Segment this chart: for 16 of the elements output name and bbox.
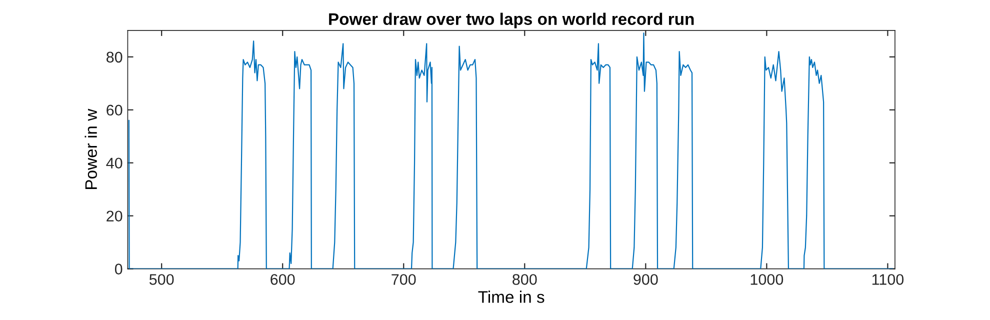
x-tick-label: 700	[392, 274, 416, 285]
y-tick-label: 80	[106, 52, 122, 63]
y-tick-label: 20	[106, 210, 122, 222]
x-tick-label: 500	[149, 274, 174, 285]
x-axis-title: Time in s	[478, 290, 544, 303]
x-tick-label: 900	[634, 274, 658, 285]
y-axis-title: Power in w	[84, 108, 98, 189]
line-series	[128, 32, 894, 269]
chart-title: Power draw over two laps on world record run	[329, 12, 694, 28]
x-tick-label: 1000	[750, 274, 784, 285]
y-tick-label: 40	[106, 158, 122, 169]
x-tick-label: 1100	[872, 274, 904, 285]
x-tick-label: 600	[270, 274, 295, 285]
x-tick-label: 800	[512, 274, 537, 285]
y-tick-label: 0	[114, 264, 122, 274]
y-tick-label: 60	[106, 104, 122, 116]
